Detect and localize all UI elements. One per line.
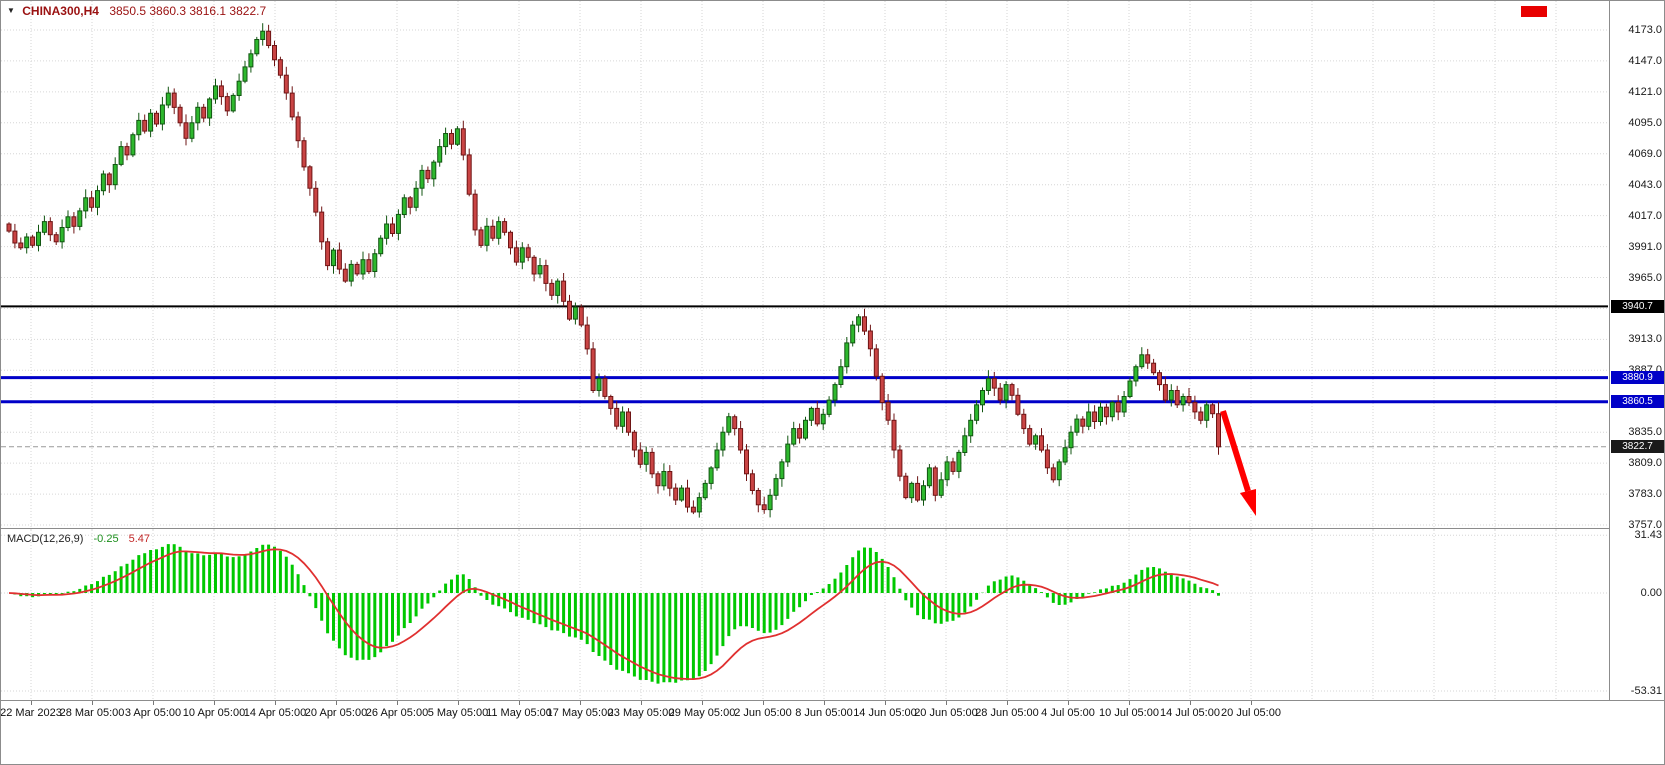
time-label: 22 Mar 2023: [0, 707, 62, 719]
macd-histogram: [13, 544, 1220, 684]
macd-tick-label: -53.31: [1630, 685, 1662, 697]
macd-main-value: -0.25: [93, 533, 119, 545]
chart-title: ▼ CHINA300,H4 3850.5 3860.3 3816.1 3822.…: [7, 4, 266, 18]
time-label: 14 Jul 05:00: [1160, 707, 1220, 719]
time-label: 11 May 05:00: [486, 707, 552, 719]
time-axis-tick: [702, 701, 703, 705]
price-tick-label: 4173.0: [1628, 24, 1662, 36]
time-label: 26 Apr 05:00: [365, 707, 429, 719]
time-axis-tick: [885, 701, 886, 705]
time-label: 17 May 05:00: [546, 707, 614, 719]
time-axis-tick: [1190, 701, 1191, 705]
time-label: 20 Jun 05:00: [914, 707, 978, 719]
current-price-badge: 3822.7: [1611, 440, 1664, 453]
time-axis-tick: [31, 701, 32, 705]
time-axis-tick: [458, 701, 459, 705]
time-axis-tick: [946, 701, 947, 705]
time-axis-tick: [336, 701, 337, 705]
symbol-dropdown-icon[interactable]: ▼: [7, 6, 15, 15]
macd-name-label: MACD(12,26,9): [7, 533, 84, 545]
price-level-badge: 3880.9: [1611, 371, 1664, 384]
time-label: 20 Jul 05:00: [1221, 707, 1281, 719]
time-axis-tick: [763, 701, 764, 705]
macd-bottom-border: [1, 700, 1664, 701]
price-tick-label: 4121.0: [1628, 86, 1662, 98]
macd-indicator-label: MACD(12,26,9) -0.25 5.47: [7, 533, 150, 545]
time-axis-tick: [1251, 701, 1252, 705]
price-tick-label: 3835.0: [1628, 426, 1662, 438]
macd-tick-label: 31.43: [1634, 529, 1662, 541]
price-tick-label: 4147.0: [1628, 55, 1662, 67]
time-label: 23 May 05:00: [607, 707, 675, 719]
macd-signal-value: 5.47: [128, 533, 151, 545]
time-label: 28 Jun 05:00: [975, 707, 1039, 719]
macd-pane[interactable]: [1, 530, 1609, 700]
price-tick-label: 3991.0: [1628, 241, 1662, 253]
candlestick-chart[interactable]: [1, 1, 1609, 530]
symbol-timeframe-label: CHINA300,H4: [22, 4, 99, 18]
price-tick-label: 4017.0: [1628, 210, 1662, 222]
price-axis[interactable]: 4173.0 4147.0 4121.0 4095.0 4069.0 4043.0 4017…: [1609, 1, 1664, 700]
time-label: 10 Apr 05:00: [182, 707, 246, 719]
time-axis-tick: [92, 701, 93, 705]
level-lines[interactable]: [1, 305, 1608, 404]
time-axis-tick: [214, 701, 215, 705]
time-label: 2 Jun 05:00: [734, 707, 792, 719]
price-tick-label: 4095.0: [1628, 117, 1662, 129]
price-level-badge: 3940.7: [1611, 300, 1664, 313]
pane-separator[interactable]: [1, 528, 1664, 529]
time-label: 28 Mar 05:00: [59, 707, 125, 719]
time-axis-tick: [824, 701, 825, 705]
macd-chart[interactable]: [1, 530, 1609, 700]
price-tick-label: 4069.0: [1628, 148, 1662, 160]
price-tick-label: 3757.0: [1628, 519, 1662, 531]
price-level-badge: 3860.5: [1611, 395, 1664, 408]
grid-lines: [1, 1, 1608, 530]
macd-tick-label: 0.00: [1640, 587, 1662, 599]
price-pane[interactable]: [1, 1, 1609, 530]
price-tick-label: 3913.0: [1628, 333, 1662, 345]
time-axis-tick: [641, 701, 642, 705]
candles-series: [6, 23, 1221, 518]
trend-arrow-annotation[interactable]: [1220, 410, 1256, 516]
ohlc-values-label: 3850.5 3860.3 3816.1 3822.7: [109, 4, 267, 18]
time-axis[interactable]: 22 Mar 2023 28 Mar 05:00 3 Apr 05:00 10 Apr…: [0, 701, 1664, 764]
time-label: 3 Apr 05:00: [124, 707, 182, 719]
time-axis-tick: [1129, 701, 1130, 705]
time-axis-tick: [580, 701, 581, 705]
alert-badge: [1521, 6, 1547, 17]
time-label: 4 Jul 05:00: [1041, 707, 1095, 719]
price-tick-label: 4043.0: [1628, 179, 1662, 191]
time-label: 8 Jun 05:00: [795, 707, 853, 719]
time-axis-tick: [153, 701, 154, 705]
time-label: 20 Apr 05:00: [304, 707, 368, 719]
time-label: 29 May 05:00: [668, 707, 736, 719]
time-axis-tick: [1068, 701, 1069, 705]
time-axis-tick: [397, 701, 398, 705]
time-label: 10 Jul 05:00: [1099, 707, 1159, 719]
time-axis-tick: [1007, 701, 1008, 705]
macd-signal-line: [8, 548, 1219, 681]
time-axis-tick: [519, 701, 520, 705]
time-label: 14 Jun 05:00: [853, 707, 917, 719]
time-label: 14 Apr 05:00: [243, 707, 307, 719]
price-tick-label: 3809.0: [1628, 457, 1662, 469]
price-tick-label: 3783.0: [1628, 488, 1662, 500]
price-tick-label: 3965.0: [1628, 272, 1662, 284]
time-axis-tick: [275, 701, 276, 705]
time-label: 5 May 05:00: [427, 707, 489, 719]
